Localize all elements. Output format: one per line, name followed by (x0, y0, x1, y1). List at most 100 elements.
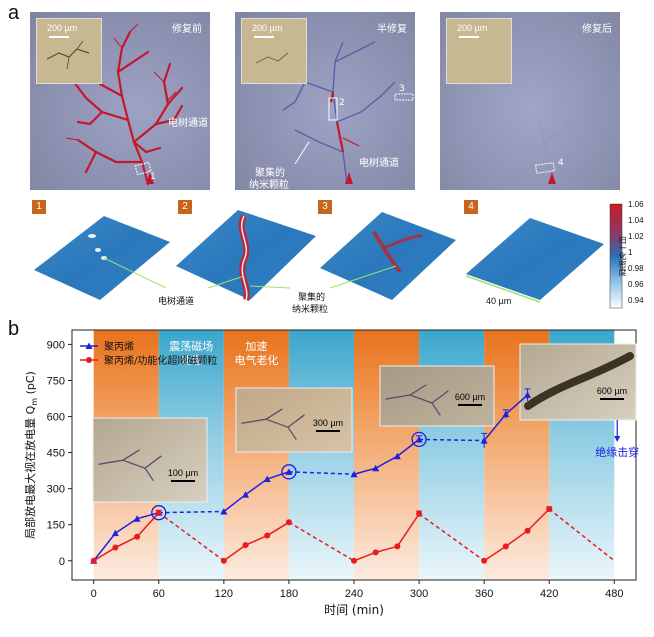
band-label-1-b: 处理 (180, 354, 202, 367)
series-0-point-1 (111, 529, 119, 537)
circled-point-0 (151, 505, 167, 521)
series-1-dashed-2 (418, 513, 485, 562)
micrograph-tree-3 (524, 352, 634, 410)
particles-label-a: 聚集的 (255, 168, 285, 179)
series-0-point-11 (415, 435, 423, 443)
y-tick-label-5: 750 (47, 375, 65, 387)
surface-tree-label: 电树通道 (158, 297, 195, 307)
colorbar-tick-3: 1 (628, 248, 633, 257)
series-0-dashed-1 (288, 471, 355, 475)
inset-scale-label-1: 200 µm (47, 23, 78, 33)
panel-b-label: b (8, 318, 20, 340)
band-2 (223, 330, 289, 580)
y-tick-label-6: 900 (47, 339, 65, 351)
y-tick-label-0: 0 (59, 556, 65, 568)
series-1-solid-0 (93, 512, 160, 562)
micrograph-tree-1 (241, 408, 305, 440)
legend-marker-1 (86, 357, 92, 363)
series-1-point-12 (481, 557, 488, 564)
surface-badge-2: 2 (178, 200, 192, 214)
y-tick-label-4: 600 (47, 412, 65, 424)
colorbar-label: 归一化密度 (618, 236, 627, 276)
breakdown-arrow-head (614, 436, 621, 442)
inset-scale-label-3: 200 µm (457, 23, 488, 33)
series-1-point-5 (242, 542, 249, 549)
surface-badge-4: 4 (464, 200, 478, 214)
surface-particles-label-1: 聚集的 (298, 293, 326, 303)
micrograph-0 (92, 417, 208, 503)
electrical-tree-mixed (270, 41, 414, 185)
marker-2: 2 (339, 98, 345, 108)
series-1-point-9 (372, 549, 379, 556)
series-1-point-4 (220, 557, 227, 564)
marker-3: 3 (399, 84, 405, 94)
series-1-point-13 (502, 543, 509, 550)
legend-marker-0 (85, 342, 93, 349)
series-1-point-10 (394, 543, 401, 550)
series-0-point-9 (372, 464, 380, 472)
inset-scale-bar-3 (459, 36, 479, 38)
surface-badge-3: 3 (318, 200, 332, 214)
series-0-solid-1 (223, 471, 290, 513)
micrograph-2 (379, 365, 495, 427)
inset-tree-2 (255, 52, 289, 64)
circled-point-2 (411, 431, 427, 448)
panel-title-1: 修复前 (172, 24, 202, 35)
colorbar-tick-0: 1.06 (628, 200, 644, 209)
y-axis-label: 局部放电最大视在放电量 Qm (pC) (23, 371, 39, 539)
series-1-point-1 (112, 544, 119, 551)
electrical-tree-red (65, 23, 184, 186)
micrograph-scale-label-1: 300 µm (313, 418, 343, 428)
x-tick-label-5: 300 (410, 588, 428, 600)
series-1-point-6 (264, 532, 271, 539)
series-0-solid-2 (353, 438, 420, 475)
y-tick-label-1: 150 (47, 520, 65, 532)
surface-badge-1: 1 (32, 200, 46, 214)
series-1-solid-1 (223, 521, 290, 562)
series-1-point-0 (90, 557, 97, 564)
series-1-solid-3 (483, 508, 550, 562)
series-0-solid-0 (93, 511, 159, 562)
electrical-tree-faded (534, 119, 573, 185)
series-0-point-13 (502, 410, 510, 418)
panel-a-label: a (8, 2, 20, 24)
series-1-point-15 (546, 506, 553, 513)
series-1-point-3 (155, 509, 162, 516)
x-tick-label-0: 0 (91, 588, 97, 600)
micrograph-scale-label-0: 100 µm (168, 468, 198, 478)
micrograph-scale-label-3: 600 µm (597, 386, 627, 396)
x-tick-label-7: 420 (540, 588, 558, 600)
series-1-point-8 (351, 557, 357, 564)
series-0-dashed-2 (419, 438, 485, 442)
series-0-point-12 (480, 437, 488, 444)
band-label-2-a: 加速 (245, 340, 267, 353)
x-axis-label: 时间 (min) (324, 603, 384, 617)
panel-title-3: 修复后 (582, 24, 612, 35)
legend-label-0: 聚丙烯 (104, 340, 134, 353)
series-1-dashed-1 (288, 521, 355, 562)
x-tick-label-6: 360 (475, 588, 493, 600)
band-label-1-a: 震荡磁场 (169, 339, 213, 353)
series-0-point-7 (285, 468, 293, 475)
series-0-point-5 (242, 491, 250, 498)
x-tick-label-1: 60 (153, 588, 165, 600)
marker-4: 4 (558, 158, 564, 168)
inset-scale-bar-1 (49, 36, 69, 38)
colorbar-tick-4: 0.98 (628, 264, 644, 273)
colorbar (609, 203, 623, 309)
series-1-solid-2 (353, 513, 420, 562)
tree-channel-label-1: 电树通道 (168, 118, 208, 129)
x-tick-label-2: 120 (215, 588, 233, 600)
series-0-point-6 (263, 475, 271, 483)
band-label-2-b: 电气老化 (234, 353, 278, 367)
x-tick-label-4: 240 (345, 588, 363, 600)
marker-1: 1 (150, 172, 156, 182)
colorbar-tick-2: 1.02 (628, 232, 644, 241)
circled-point-1 (281, 464, 297, 480)
inset-tree-1 (46, 40, 90, 70)
series-0-dashed-0 (158, 510, 224, 514)
inset-photo-1: 200 µm (36, 18, 102, 84)
inset-scale-label-2: 200 µm (252, 23, 283, 33)
series-1-point-11 (416, 510, 423, 517)
